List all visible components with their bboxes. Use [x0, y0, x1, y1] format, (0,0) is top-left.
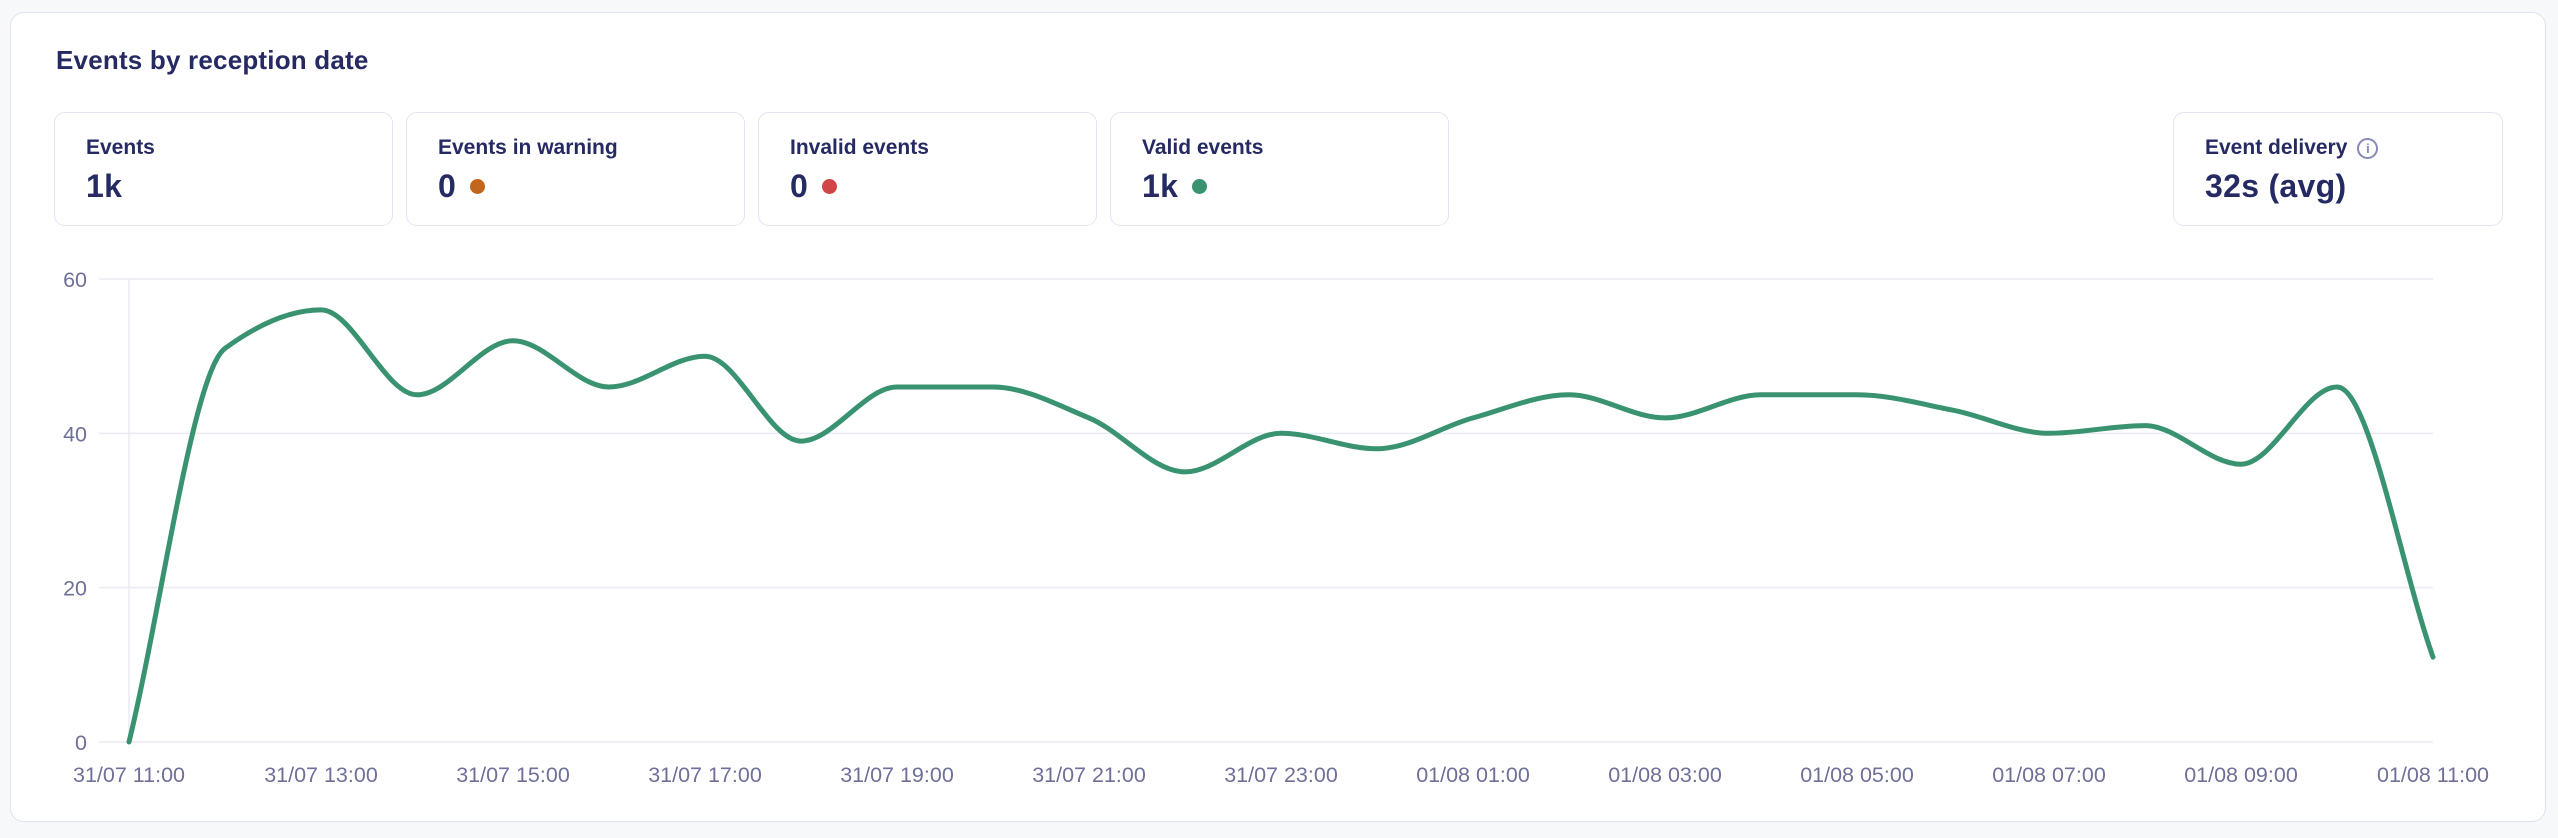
stat-value: 1k	[1142, 168, 1179, 204]
chart-canvas[interactable]: 0 20 40 60 31/07 11:00 31/07 13:00 31/07 15:00…	[11, 13, 2545, 820]
x-axis-tick-label: 31/07 23:00	[1224, 763, 1338, 787]
y-axis-tick-label: 60	[63, 268, 87, 292]
stat-label: Event delivery	[2205, 136, 2348, 159]
x-axis-tick-label: 31/07 17:00	[648, 763, 762, 787]
stat-card-events: Events 1k	[54, 112, 393, 226]
stat-card-event-delivery: Event delivery i 32s (avg)	[2173, 112, 2503, 226]
events-series-line[interactable]	[126, 307, 2436, 745]
page-title: Events by reception date	[56, 45, 369, 75]
events-panel: Events by reception date Events 1k Event…	[10, 12, 2546, 822]
info-icon[interactable]: i	[2357, 137, 2379, 159]
stat-value: 1k	[86, 168, 123, 204]
y-axis-tick-label: 40	[63, 422, 87, 446]
x-axis-tick-label: 01/08 05:00	[1800, 763, 1914, 787]
stat-label: Events in warning	[438, 136, 618, 159]
y-axis-tick-label: 0	[75, 731, 87, 755]
events-line-chart[interactable]: 0 20 40 60 31/07 11:00 31/07 13:00 31/07 15:00…	[11, 13, 2545, 820]
stat-card-invalid-events: Invalid events 0	[758, 112, 1097, 226]
x-axis-tick-label: 31/07 15:00	[456, 763, 570, 787]
valid-dot-icon	[1192, 178, 1208, 194]
stat-cards-row: Events 1k Events in warning 0 Invalid ev…	[54, 112, 2503, 226]
x-axis-tick-label: 01/08 11:00	[2377, 763, 2489, 787]
x-axis-tick-label: 01/08 09:00	[2184, 763, 2298, 787]
x-axis-tick-label: 01/08 01:00	[1416, 763, 1530, 787]
x-axis-tick-label: 31/07 21:00	[1032, 763, 1146, 787]
stat-label: Valid events	[1142, 136, 1264, 159]
stat-value: 0	[438, 168, 457, 204]
warning-dot-icon	[470, 178, 486, 194]
stat-value: 0	[790, 168, 809, 204]
stat-card-valid-events: Valid events 1k	[1110, 112, 1449, 226]
x-axis-tick-label: 01/08 03:00	[1608, 763, 1722, 787]
stat-label: Invalid events	[790, 136, 929, 159]
stat-value: 32s (avg)	[2205, 168, 2347, 204]
x-axis-tick-label: 31/07 13:00	[264, 763, 378, 787]
y-axis-tick-label: 20	[63, 577, 87, 601]
x-axis-tick-label: 01/08 07:00	[1992, 763, 2106, 787]
x-axis-tick-label: 31/07 11:00	[73, 763, 185, 787]
stat-card-events-in-warning: Events in warning 0	[406, 112, 745, 226]
invalid-dot-icon	[822, 178, 838, 194]
x-axis-tick-label: 31/07 19:00	[840, 763, 954, 787]
stat-label: Events	[86, 136, 155, 159]
